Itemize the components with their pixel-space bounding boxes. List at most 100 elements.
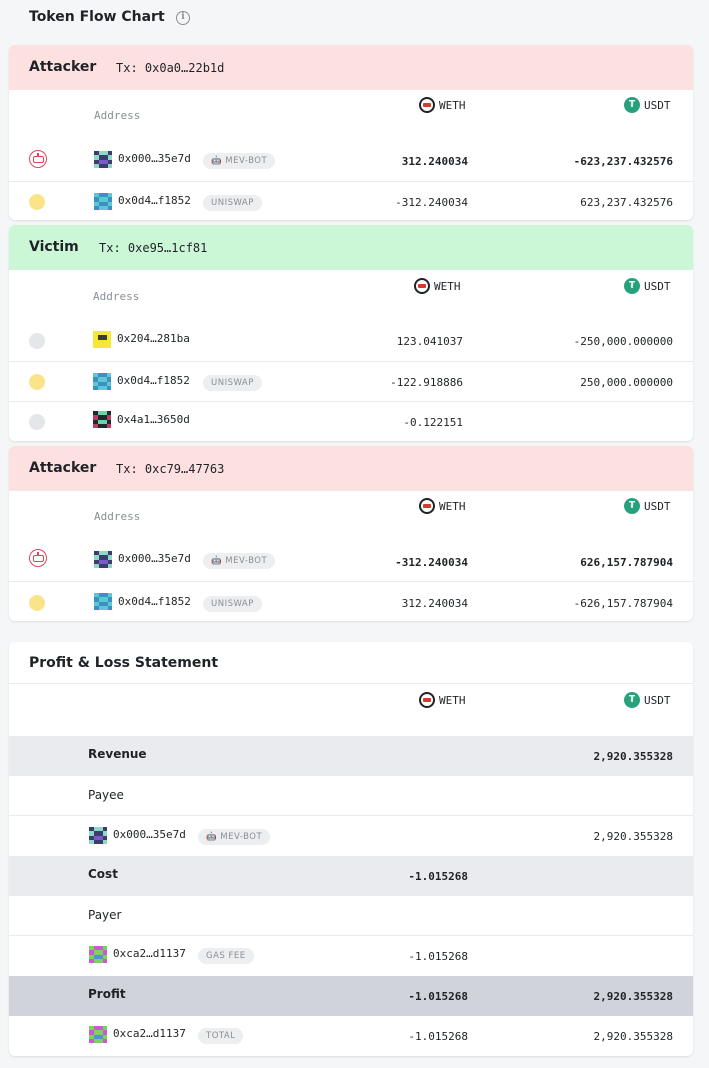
info-icon[interactable]: i: [176, 11, 190, 25]
usdt-icon: ₮: [624, 692, 640, 708]
mev-bot-icon: [29, 150, 47, 168]
weth-column-header: WETH: [414, 278, 461, 294]
address-link[interactable]: 0x4a1…3650d: [117, 413, 190, 426]
payee-usdt: 2,920.355328: [593, 830, 673, 843]
uniswap-tag: UNISWAP: [203, 375, 262, 391]
usdt-amount: 250,000.000000: [580, 376, 673, 389]
uniswap-tag: UNISWAP: [203, 195, 262, 211]
weth-amount: 312.240034: [401, 155, 468, 168]
victim-tx-card: Victim Tx: 0xe95…1cf81 Address WETH ₮ USD…: [9, 225, 693, 441]
payer-weth: -1.015268: [408, 950, 468, 963]
mev-bot-tag: 🤖 MEV-BOT: [198, 829, 271, 845]
revenue-row: Revenue 2,920.355328: [9, 736, 693, 776]
usdt-column-header: ₮ USDT: [624, 498, 671, 514]
tx-hash-link[interactable]: Tx: 0xe95…1cf81: [99, 241, 208, 255]
address-link[interactable]: 0x0d4…f1852: [118, 194, 191, 207]
address-column-header: Address: [93, 290, 140, 303]
gas-fee-tag: GAS FEE: [198, 948, 254, 964]
weth-column-label: WETH: [439, 499, 466, 513]
weth-column-header: WETH: [419, 97, 466, 113]
weth-column-label: WETH: [434, 279, 461, 293]
weth-column-label: WETH: [439, 693, 466, 707]
eoa-dot: [29, 414, 45, 430]
row-divider: [9, 935, 693, 936]
contract-dot: [29, 194, 45, 210]
row-divider: [9, 815, 693, 816]
pnl-title: Profit & Loss Statement: [29, 655, 219, 671]
tag-label: MEV-BOT: [225, 156, 268, 166]
profit-row: Profit -1.015268 2,920.355328: [9, 976, 693, 1016]
weth-amount: -122.918886: [390, 376, 463, 389]
address-link[interactable]: 0x000…35e7d: [118, 152, 191, 165]
attacker-label: Attacker: [29, 460, 97, 476]
address-link[interactable]: 0x204…281ba: [117, 332, 190, 345]
row-divider: [9, 581, 693, 582]
weth-amount: -0.122151: [403, 416, 463, 429]
weth-amount: -312.240034: [395, 556, 468, 569]
attacker-tx-card-2: Attacker Tx: 0xc79…47763 Address WETH ₮ U…: [9, 446, 693, 621]
usdt-column-header: ₮ USDT: [624, 692, 671, 708]
tx-hash-link[interactable]: Tx: 0x0a0…22b1d: [116, 61, 225, 75]
address-link[interactable]: 0x000…35e7d: [118, 552, 191, 565]
profit-usdt: 2,920.355328: [593, 990, 673, 1003]
tag-label: MEV-BOT: [225, 556, 268, 566]
weth-icon: [414, 278, 430, 294]
usdt-column-header: ₮ USDT: [624, 278, 671, 294]
usdt-column-label: USDT: [644, 98, 671, 112]
profit-label: Profit: [88, 987, 126, 1001]
attacker-header: Attacker Tx: 0x0a0…22b1d: [9, 45, 693, 90]
address-avatar: [94, 193, 112, 210]
revenue-label: Revenue: [88, 747, 147, 761]
cost-weth: -1.015268: [408, 870, 468, 883]
address-column-header: Address: [94, 510, 141, 523]
usdt-icon: ₮: [624, 97, 640, 113]
victim-header: Victim Tx: 0xe95…1cf81: [9, 225, 693, 270]
tx-hash-link[interactable]: Tx: 0xc79…47763: [116, 462, 225, 476]
address-link[interactable]: 0xca2…d1137: [113, 1027, 186, 1040]
victim-label: Victim: [29, 239, 79, 255]
usdt-column-label: USDT: [644, 279, 671, 293]
payer-label: Payer: [88, 908, 122, 922]
payee-label: Payee: [88, 788, 124, 802]
address-avatar: [93, 373, 111, 390]
weth-column-header: WETH: [419, 692, 466, 708]
address-link[interactable]: 0x0d4…f1852: [118, 595, 191, 608]
usdt-amount: 626,157.787904: [580, 556, 673, 569]
weth-amount: 312.240034: [401, 597, 468, 610]
pnl-card: Profit & Loss Statement WETH ₮ USDT Reven…: [9, 642, 693, 1056]
cost-label: Cost: [88, 867, 118, 881]
address-link[interactable]: 0x0d4…f1852: [117, 374, 190, 387]
usdt-column-label: USDT: [644, 499, 671, 513]
eoa-dot: [29, 333, 45, 349]
address-avatar: [89, 946, 107, 963]
mev-bot-tag: 🤖 MEV-BOT: [203, 153, 276, 169]
address-avatar: [94, 551, 112, 568]
contract-dot: [29, 595, 45, 611]
address-column-header: Address: [94, 109, 141, 122]
address-link[interactable]: 0x000…35e7d: [113, 828, 186, 841]
usdt-amount: -250,000.000000: [573, 335, 673, 348]
page-title: Token Flow Chart: [29, 9, 165, 25]
address-avatar: [93, 411, 111, 428]
address-avatar: [89, 1026, 107, 1043]
weth-icon: [419, 692, 435, 708]
usdt-icon: ₮: [624, 498, 640, 514]
usdt-amount: -623,237.432576: [573, 155, 673, 168]
usdt-amount: -626,157.787904: [573, 597, 673, 610]
weth-amount: 123.041037: [396, 335, 463, 348]
mev-bot-icon: [29, 549, 47, 567]
address-avatar: [89, 827, 107, 844]
address-link[interactable]: 0xca2…d1137: [113, 947, 186, 960]
weth-column-label: WETH: [439, 98, 466, 112]
weth-icon: [419, 498, 435, 514]
usdt-icon: ₮: [624, 278, 640, 294]
usdt-amount: 623,237.432576: [580, 196, 673, 209]
address-avatar: [94, 151, 112, 168]
revenue-usdt: 2,920.355328: [593, 750, 673, 763]
mev-bot-tag: 🤖 MEV-BOT: [203, 553, 276, 569]
attacker-tx-card-1: Attacker Tx: 0x0a0…22b1d Address WETH ₮ U…: [9, 45, 693, 220]
profit-weth: -1.015268: [408, 990, 468, 1003]
weth-icon: [419, 97, 435, 113]
row-divider: [9, 401, 693, 402]
row-divider: [9, 181, 693, 182]
